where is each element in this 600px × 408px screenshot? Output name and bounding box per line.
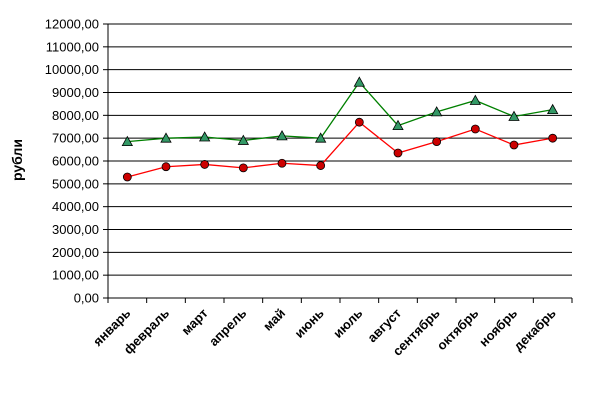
series-1-point: [508, 110, 520, 121]
series-1-point: [121, 135, 134, 146]
y-tick-label: 4000,00: [52, 199, 99, 214]
x-tick-label: октябрь: [434, 306, 482, 354]
gridlines: [108, 23, 572, 276]
series-2-point: [316, 161, 326, 170]
y-tick-label: 0,00: [74, 291, 99, 306]
y-tick-label: 5000,00: [52, 176, 99, 191]
y-tick-labels: 0,00 1000,00 2000,00 3000,00 4000,00 5000,00 6…: [45, 17, 99, 306]
series-2-point: [122, 172, 132, 182]
series-1-point: [160, 132, 172, 143]
series-2-point: [393, 148, 403, 158]
series-2-point: [277, 158, 287, 168]
series-2-point: [238, 163, 248, 173]
series-1-point: [469, 94, 482, 105]
series-1-point: [392, 119, 404, 131]
series-1-point: [314, 132, 327, 143]
series-1-point: [276, 130, 288, 141]
series-1-point: [237, 134, 250, 145]
y-tick-label: 6000,00: [52, 154, 99, 169]
y-tick-label: 2000,00: [52, 245, 99, 260]
series-2-point: [432, 137, 442, 146]
series-2-point: [200, 160, 210, 169]
x-tick-label: март: [178, 306, 210, 338]
series-1-point: [353, 76, 366, 87]
series-2-point: [354, 117, 364, 127]
series-1-point: [546, 103, 559, 115]
y-tick-label: 9000,00: [52, 85, 99, 100]
series-1-line: [127, 81, 553, 143]
y-axis-label: рубли: [9, 139, 25, 181]
y-tick-label: 8000,00: [52, 108, 99, 123]
x-tick-label: июль: [330, 306, 365, 341]
series-2-point: [509, 140, 519, 150]
y-tick-label: 7000,00: [52, 131, 99, 146]
x-tick-label: июнь: [291, 306, 326, 341]
series-1-point: [198, 131, 211, 142]
series-2-line: [127, 121, 553, 178]
series-2-point: [161, 162, 171, 172]
axes: [103, 23, 573, 303]
y-tick-label: 3000,00: [52, 222, 99, 237]
series-layer: [121, 76, 559, 182]
x-tick-label: апрель: [206, 306, 249, 349]
series-1-point: [430, 106, 443, 117]
series-2-point: [470, 124, 480, 134]
x-tick-label: май: [260, 306, 288, 334]
y-tick-label: 1000,00: [52, 268, 99, 283]
series-2-point: [548, 133, 558, 143]
y-tick-label: 10000,00: [45, 62, 99, 77]
y-tick-label: 11000,00: [46, 39, 99, 54]
y-tick-label: 12000,00: [45, 17, 99, 32]
x-tick-label: декабрь: [511, 306, 559, 354]
